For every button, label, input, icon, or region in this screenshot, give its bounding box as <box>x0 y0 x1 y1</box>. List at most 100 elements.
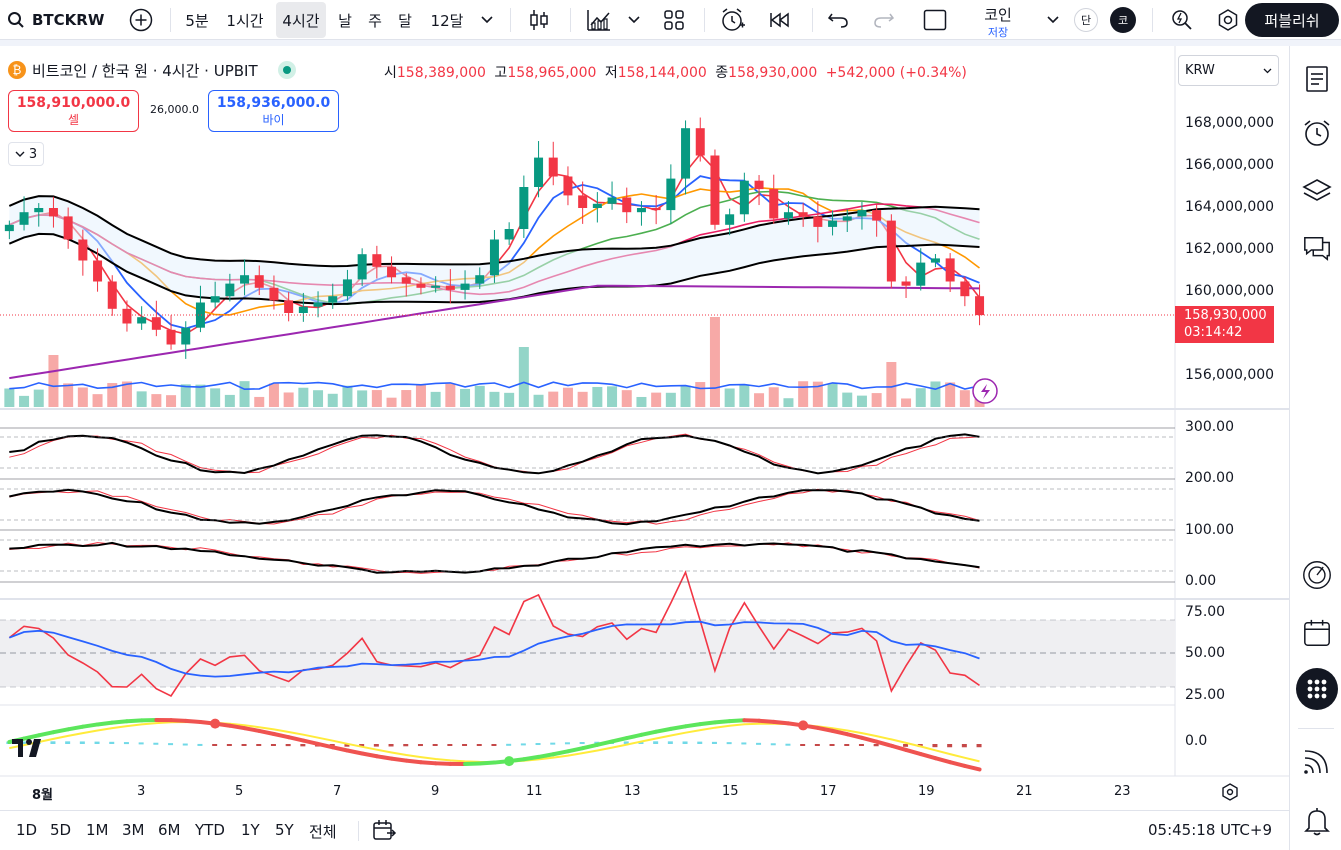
interval-week[interactable]: 주 <box>368 11 382 30</box>
symbol-name[interactable]: BTCKRW <box>32 11 105 29</box>
candle-body <box>754 180 764 190</box>
volume-bar <box>754 393 765 407</box>
candle <box>828 210 838 236</box>
volume-bar <box>298 387 309 407</box>
sell-label: 셀 <box>67 113 80 127</box>
watchlist-icon[interactable] <box>1302 64 1332 94</box>
osc-histogram-bar <box>535 743 541 746</box>
volume-bar <box>886 362 897 407</box>
last-price-value: 158,930,000 <box>1184 308 1267 323</box>
chat-icon[interactable] <box>1302 234 1332 264</box>
range-ytd[interactable]: YTD <box>195 821 225 839</box>
interval-4h[interactable]: 4시간 <box>276 2 326 38</box>
volume-bar <box>651 392 662 407</box>
goto-date-icon[interactable] <box>371 818 397 844</box>
target-icon[interactable] <box>1302 560 1332 590</box>
volume-bar <box>357 390 368 407</box>
candle <box>445 269 455 304</box>
volume-bar <box>709 317 720 407</box>
candle-body <box>504 229 514 240</box>
osc-wave-segment <box>580 742 600 751</box>
osc-histogram-bar <box>756 742 762 745</box>
range-5d[interactable]: 5D <box>50 821 72 839</box>
currency-select[interactable]: KRW <box>1178 55 1279 86</box>
replay-icon[interactable] <box>766 0 796 40</box>
candle <box>534 141 544 198</box>
broadcast-icon[interactable] <box>1302 746 1332 776</box>
candle-body <box>519 187 529 229</box>
rsi-tick: 75.00 <box>1185 604 1226 620</box>
layout-grid-icon[interactable] <box>660 0 688 40</box>
osc-wave-segment <box>727 718 747 724</box>
range-all[interactable]: 전체 <box>309 823 337 841</box>
settings-gear-icon[interactable] <box>1214 0 1242 40</box>
calendar-icon[interactable] <box>1302 618 1332 648</box>
add-symbol-icon[interactable] <box>126 0 156 40</box>
user-avatar[interactable]: 코 <box>1110 7 1136 33</box>
buy-button[interactable]: 158,936,000.0 바이 <box>208 90 339 132</box>
interval-12m[interactable]: 12달 <box>430 11 464 30</box>
buy-price: 158,936,000.0 <box>216 95 331 111</box>
alarm-clock-icon[interactable] <box>1302 118 1332 148</box>
osc-histogram-bar <box>741 742 747 745</box>
price-tick: 166,000,000 <box>1185 157 1275 173</box>
utc-clock[interactable]: 05:45:18 UTC+9 <box>1148 821 1272 839</box>
range-1y[interactable]: 1Y <box>241 821 260 839</box>
sell-button[interactable]: 158,910,000.0 셀 <box>8 90 139 132</box>
undo-icon[interactable] <box>824 0 852 40</box>
osc-wave-segment <box>771 719 791 726</box>
quick-search-icon[interactable] <box>1168 0 1196 40</box>
search-icon[interactable] <box>6 0 26 40</box>
indicators-icon[interactable] <box>584 0 614 40</box>
osc-cross-dot <box>210 718 221 729</box>
indicators-chevron-icon[interactable] <box>626 0 642 40</box>
candle <box>930 253 940 268</box>
volume-bar <box>254 396 265 407</box>
publish-button[interactable]: 퍼블리쉬 <box>1245 3 1339 37</box>
collapse-indicators-button[interactable]: 3 <box>8 142 44 166</box>
layout-chevron-icon[interactable] <box>1044 0 1062 40</box>
fullscreen-box-icon[interactable] <box>920 0 950 40</box>
redo-icon[interactable] <box>870 0 898 40</box>
range-1m[interactable]: 1M <box>86 821 109 839</box>
candle-type-icon[interactable] <box>524 0 554 40</box>
interval-month[interactable]: 달 <box>398 11 412 30</box>
range-6m[interactable]: 6M <box>158 821 181 839</box>
chevron-down-icon[interactable] <box>476 0 498 40</box>
volume-bar <box>4 388 15 407</box>
range-3m[interactable]: 3M <box>122 821 145 839</box>
layers-icon[interactable] <box>1302 176 1332 206</box>
interval-1h[interactable]: 1시간 <box>226 11 264 30</box>
axis-settings-icon[interactable] <box>1220 782 1240 802</box>
osc-histogram-bar <box>65 741 71 744</box>
osc-wave-segment <box>22 733 41 741</box>
alert-clock-icon[interactable] <box>718 0 748 40</box>
notification-bell-icon[interactable] <box>1302 806 1332 836</box>
candle <box>372 245 382 279</box>
interval-day[interactable]: 날 <box>338 11 352 30</box>
market-status-icon <box>277 61 296 79</box>
apps-grid-icon[interactable] <box>1296 668 1338 710</box>
osc-cross-dot <box>798 720 809 731</box>
volume-bar <box>371 390 382 407</box>
osc-histogram-bar <box>903 744 909 747</box>
coin-label: 코인 <box>984 6 1012 24</box>
volume-bar <box>166 395 177 407</box>
range-5y[interactable]: 5Y <box>275 821 294 839</box>
chart-title[interactable]: 비트코인 / 한국 원 · 4시간 · UPBIT <box>32 61 258 80</box>
osc-wave-segment <box>595 739 615 747</box>
volume-bar <box>48 355 59 407</box>
range-1d[interactable]: 1D <box>16 821 38 839</box>
price-tick: 156,000,000 <box>1185 367 1275 383</box>
price-chart[interactable] <box>0 46 1289 810</box>
candle <box>166 315 176 350</box>
candle-body <box>93 260 103 282</box>
language-badge[interactable]: 단 <box>1074 8 1098 32</box>
interval-5m[interactable]: 5분 <box>185 11 209 30</box>
volume-bar <box>489 391 500 407</box>
osc-histogram-bar <box>961 744 967 748</box>
coin-save[interactable]: 코인 저장 <box>978 4 1018 40</box>
candle <box>710 149 720 230</box>
volume-bar <box>283 392 294 407</box>
top-toolbar: BTCKRW 5분 1시간 4시간 날 주 달 12달 코인 저장 <box>0 0 1341 40</box>
